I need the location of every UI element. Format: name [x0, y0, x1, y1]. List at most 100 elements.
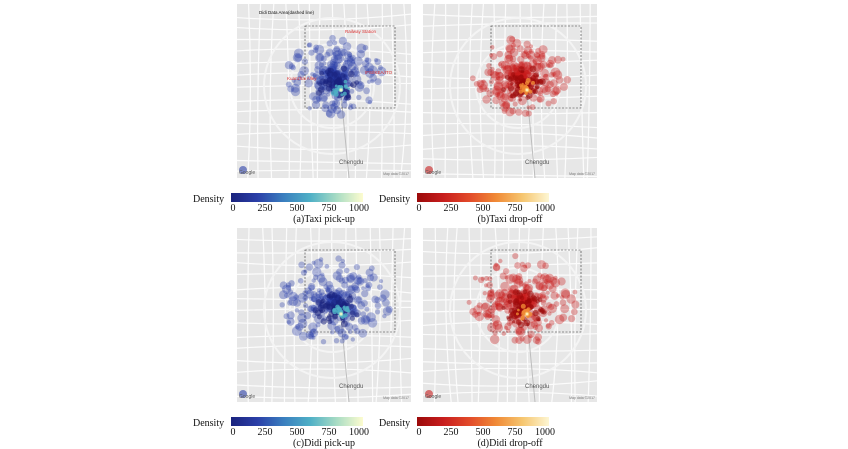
density-point [482, 95, 491, 104]
density-point [524, 262, 532, 269]
density-point [288, 291, 298, 302]
density-points [239, 255, 393, 398]
density-point [555, 293, 561, 298]
density-point [314, 309, 322, 317]
density-point [332, 51, 337, 57]
density-point [329, 302, 335, 307]
density-point [486, 281, 493, 289]
density-point [287, 85, 295, 93]
density-point [314, 44, 325, 55]
density-point [561, 290, 571, 299]
density-point [528, 48, 534, 54]
density-point [332, 54, 343, 64]
hotspot-point [340, 93, 344, 97]
road [381, 4, 384, 178]
density-point [320, 339, 327, 345]
density-point [365, 281, 373, 289]
density-point [538, 51, 546, 58]
density-point [514, 262, 521, 269]
density-point [316, 274, 326, 283]
density-point [550, 278, 561, 288]
density-points [425, 252, 580, 398]
density-point [489, 70, 498, 79]
density-point [350, 103, 357, 110]
density-point [309, 92, 318, 101]
density-point [548, 304, 555, 311]
density-point [545, 100, 552, 107]
density-point [374, 58, 379, 63]
density-point [310, 295, 317, 303]
density-point [507, 76, 513, 82]
density-point [382, 313, 387, 319]
density-point [523, 61, 532, 70]
density-point [560, 288, 570, 298]
density-point [517, 95, 527, 106]
density-point [509, 36, 516, 43]
road [423, 173, 597, 178]
density-point [546, 63, 551, 68]
density-point [310, 72, 315, 77]
hotspot-point [332, 88, 335, 92]
density-point [366, 274, 375, 282]
density-point [318, 277, 328, 287]
density-point [492, 330, 498, 336]
density-point [291, 326, 302, 336]
density-point [346, 273, 355, 282]
map-city-label: Chengdu [525, 160, 550, 166]
density-points [425, 35, 572, 174]
density-point [523, 284, 530, 291]
density-point [425, 166, 433, 174]
density-point [303, 269, 308, 274]
road [506, 228, 510, 402]
density-point [548, 56, 557, 65]
density-point [495, 289, 505, 299]
density-point [365, 283, 370, 288]
density-point [512, 38, 522, 48]
road [423, 13, 597, 19]
density-point [288, 280, 295, 287]
density-point [311, 296, 317, 302]
density-point [239, 166, 247, 174]
density-point [316, 89, 323, 96]
road [369, 228, 374, 402]
density-point [487, 305, 496, 314]
density-point [330, 103, 338, 111]
density-point [351, 324, 359, 331]
density-point [364, 62, 374, 73]
density-point [504, 275, 509, 280]
density-point [346, 58, 356, 67]
density-point [299, 66, 309, 76]
map-credit: Map data ©2017 [383, 396, 409, 400]
density-point [344, 60, 349, 65]
road [237, 237, 411, 242]
density-point [367, 318, 378, 328]
density-point [476, 302, 483, 309]
density-point [286, 317, 295, 326]
density-point [491, 315, 501, 324]
density-point [515, 273, 523, 280]
map-city-label: Chengdu [339, 384, 364, 390]
density-point [478, 80, 488, 90]
density-point [239, 390, 247, 398]
annotation-ifs: IFS/IKEA/ITO [365, 70, 393, 75]
density-point [550, 67, 561, 78]
density-point [348, 103, 353, 108]
road [423, 262, 597, 266]
density-point [534, 52, 541, 59]
density-point [482, 291, 487, 296]
density-point [500, 281, 510, 292]
road [477, 228, 482, 402]
density-point [377, 284, 383, 290]
density-point [507, 288, 514, 295]
road [423, 361, 597, 365]
density-point [335, 255, 342, 262]
density-point [338, 289, 348, 299]
density-point [521, 109, 530, 117]
road [423, 95, 597, 101]
road [444, 4, 447, 178]
density-point [496, 91, 505, 101]
density-point [545, 323, 552, 330]
density-point [501, 292, 510, 301]
density-point [366, 79, 372, 84]
density-point [543, 73, 549, 79]
